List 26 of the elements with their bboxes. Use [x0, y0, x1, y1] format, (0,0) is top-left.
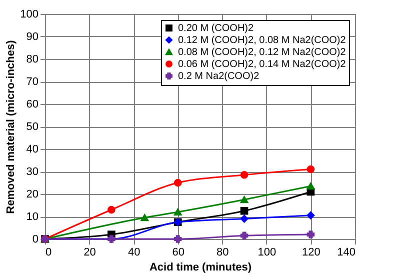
x-tick-label: 120	[302, 246, 320, 258]
x-tick-label: 140	[337, 246, 356, 258]
x-tick-label: 0	[46, 246, 52, 258]
legend-label: 0.12 M (COOH)2, 0.08 M Na2(COO)2	[178, 35, 346, 46]
y-tick-label: 30	[26, 166, 38, 178]
legend-label: 0.20 M (COOH)2	[178, 23, 254, 34]
y-axis-title: Removed material (micro-inches)	[5, 40, 18, 214]
x-tick-label: 60	[172, 246, 184, 258]
y-tick-label: 20	[26, 188, 38, 200]
x-axis-title: Acid time (minutes)	[149, 262, 252, 274]
y-tick-label: 0	[32, 234, 38, 246]
x-tick-label: 40	[128, 246, 140, 258]
x-tick-label: 20	[84, 246, 96, 258]
y-tick-label: 40	[26, 144, 38, 156]
y-tick-label: 70	[26, 76, 38, 88]
y-tick-label: 10	[26, 211, 38, 223]
x-tick-label: 80	[216, 246, 229, 258]
y-tick-label: 90	[26, 31, 38, 43]
legend-label: 0.06 M (COOH)2, 0.14 M Na2(COO)2	[178, 59, 346, 70]
y-tick-label: 60	[26, 98, 38, 110]
y-tick-label: 80	[26, 54, 38, 66]
y-tick-label: 50	[26, 121, 38, 133]
legend-label: 0.08 M (COOH)2, 0.12 M Na2(COO)2	[178, 47, 346, 58]
legend-label: 0.2 M Na2(COO)2	[178, 71, 260, 82]
y-tick-label: 100	[20, 8, 38, 20]
x-tick-label: 100	[258, 246, 276, 258]
